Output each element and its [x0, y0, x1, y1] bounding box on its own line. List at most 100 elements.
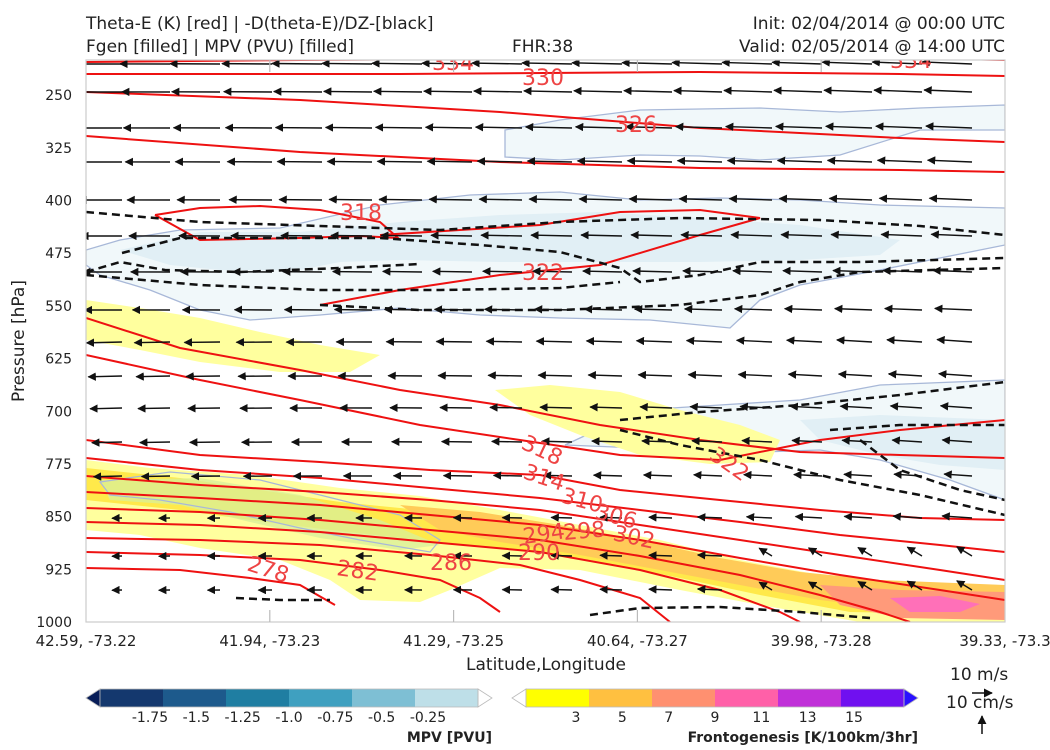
- wind-vector: [521, 60, 573, 68]
- stability-contour-i: [859, 439, 1005, 502]
- wind-vector: [482, 267, 523, 276]
- wind-vector: [92, 472, 123, 481]
- wind-vector: [906, 580, 923, 591]
- wind-vector: [426, 157, 473, 166]
- wind-vector: [371, 60, 423, 68]
- wind-vector: [930, 230, 973, 239]
- wind-vector: [807, 547, 823, 557]
- fgen-fill-lower-pink: [890, 596, 980, 612]
- wind-vector: [137, 404, 171, 413]
- wind-vector: [807, 581, 823, 591]
- theta-e-contour-318b: [319, 208, 761, 306]
- wind-vector: [648, 513, 673, 522]
- wind-vector: [676, 156, 723, 166]
- wind-vector: [773, 86, 823, 95]
- wind-vector: [524, 122, 573, 132]
- wind-vector: [648, 551, 673, 560]
- fgen-fill-mid: [495, 385, 780, 464]
- colorbar-tick-label: 13: [799, 710, 817, 726]
- wind-vector: [480, 231, 523, 240]
- wind-vector: [936, 335, 973, 345]
- wind-vector: [87, 372, 123, 381]
- wind-vector: [330, 231, 373, 240]
- wind-vector: [433, 305, 473, 314]
- wind-vector: [532, 267, 573, 276]
- wind-vector: [886, 336, 923, 345]
- colorbar-tick-label: 5: [618, 710, 627, 726]
- wind-vector: [871, 60, 923, 67]
- fgen-colorbar: [511, 688, 919, 708]
- vector-key-label-vertical: 10 cm/s: [946, 693, 1014, 713]
- wind-vector: [133, 338, 171, 347]
- wind-vector: [680, 230, 723, 240]
- wind-vector: [843, 470, 873, 479]
- vector-key-label-horizontal: 10 m/s: [950, 665, 1008, 685]
- contour-label-286: 286: [430, 551, 472, 576]
- chart-title-line1: Theta-E (K) [red] | -D(theta-E)/DZ-[blac…: [86, 14, 434, 34]
- wind-vector: [682, 266, 723, 276]
- wind-vector: [730, 230, 773, 240]
- wind-vector: [533, 305, 573, 314]
- wind-vector: [823, 86, 873, 95]
- y-tick-label: 850: [45, 510, 72, 526]
- y-axis-label: Pressure [hPa]: [9, 280, 29, 402]
- wind-vector: [934, 304, 973, 313]
- y-tick-label: 400: [45, 194, 72, 210]
- wind-vector: [483, 305, 523, 314]
- wind-vector: [321, 60, 373, 68]
- y-tick-label: 625: [45, 352, 72, 368]
- wind-vector: [478, 195, 523, 204]
- colorbar-swatch: [352, 689, 416, 707]
- x-tick-label: 39.33, -73.3: [959, 632, 1050, 650]
- wind-vector: [906, 546, 923, 557]
- wind-vector: [674, 122, 723, 132]
- wind-vector: [673, 86, 723, 96]
- wind-vector: [91, 438, 123, 447]
- wind-vector: [423, 87, 473, 96]
- wind-vector: [635, 336, 673, 346]
- wind-vector: [843, 512, 873, 522]
- wind-vector: [789, 402, 823, 411]
- wind-vector: [576, 156, 623, 166]
- colorbar-swatch: [100, 689, 164, 707]
- wind-vector: [878, 194, 923, 203]
- mpv-fill-mid-inner: [120, 212, 900, 270]
- wind-vector: [541, 437, 573, 446]
- wind-vector: [485, 337, 523, 346]
- contour-label-334-right: 334: [890, 49, 932, 74]
- wind-vector: [324, 123, 373, 132]
- x-axis-label: Latitude,Longitude: [466, 655, 626, 675]
- wind-vector: [876, 156, 923, 165]
- wind-vector: [326, 157, 373, 166]
- theta-e-contour-306: [86, 491, 1005, 601]
- wind-vector: [758, 547, 773, 557]
- wind-vector: [683, 304, 723, 314]
- wind-vector: [491, 437, 523, 446]
- wind-vector: [741, 436, 773, 446]
- wind-vector: [139, 438, 171, 447]
- wind-vector: [841, 436, 873, 445]
- colorbar-tick-label: 11: [752, 710, 770, 726]
- theta-e-contour-290: [86, 551, 501, 613]
- wind-vector: [632, 266, 673, 276]
- wind-vector: [328, 195, 373, 204]
- colorbar-extend-high: [477, 688, 493, 708]
- wind-vector: [487, 371, 523, 380]
- wind-vector: [887, 370, 923, 379]
- wind-vector: [140, 472, 171, 481]
- wind-vector: [932, 266, 973, 275]
- colorbar-swatch: [652, 689, 716, 707]
- wind-vector: [857, 546, 873, 557]
- wind-vector: [821, 60, 873, 67]
- theta-e-contour-330: [86, 70, 1005, 77]
- wind-vector: [678, 194, 723, 204]
- theta-e-contour-326: [86, 91, 1005, 143]
- wind-vector: [537, 371, 573, 380]
- wind-vector: [374, 123, 423, 132]
- wind-vector: [573, 86, 623, 96]
- wind-vector: [941, 436, 973, 445]
- colorbar-tick-label: 7: [664, 710, 673, 726]
- wind-vector: [956, 546, 973, 557]
- wind-vector: [889, 402, 923, 411]
- contour-label-318-upper: 318: [340, 201, 382, 226]
